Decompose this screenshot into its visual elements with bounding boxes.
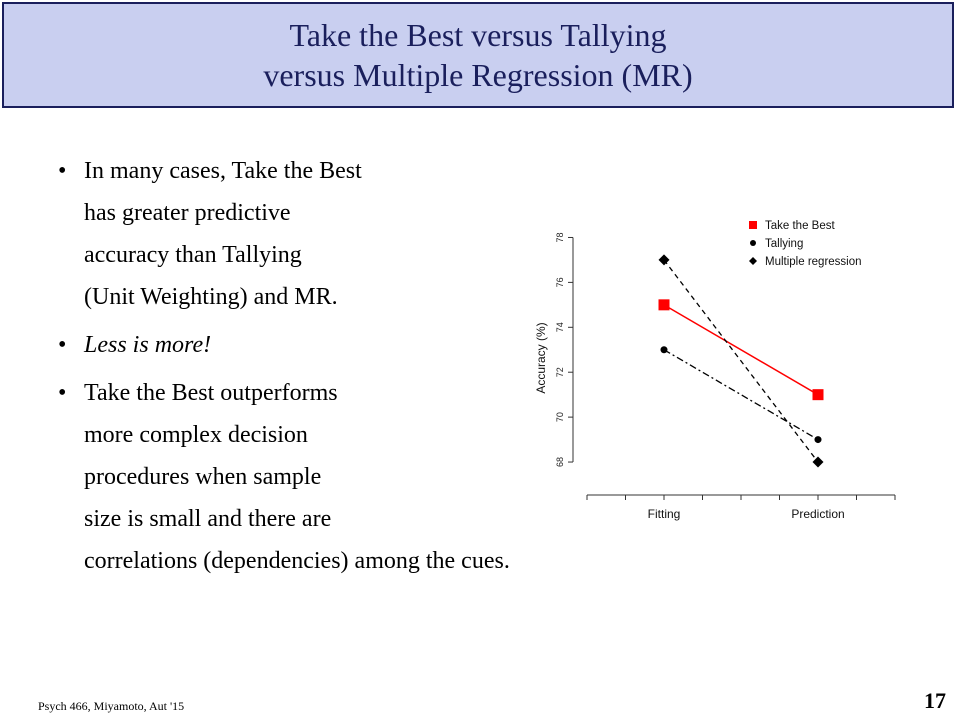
bullet-item-1: In many cases, Take the Best has greater… [58,150,510,318]
title-line-1: Take the Best versus Tallying [289,17,667,53]
bullet-1-line-1: In many cases, Take the Best [84,158,362,184]
legend-label-2: Multiple regression [765,256,862,268]
point-s0-0 [658,299,670,311]
y-tick-label-68: 68 [555,457,565,467]
point-s2-1 [812,456,824,468]
bullet-3-line-4: size is small and there are [84,506,332,532]
title-banner: Take the Best versus Tallying versus Mul… [2,2,954,108]
series-line-1 [663,349,819,441]
bullet-3-line-1: Take the Best outperforms [84,380,338,406]
point-s2-0 [658,254,670,266]
point-s1-0 [660,346,668,354]
footer-source: Psych 466, Miyamoto, Aut '15 [38,699,185,713]
y-tick-label-72: 72 [555,367,565,377]
bullet-1-line-4: (Unit Weighting) and MR. [84,284,338,310]
bullet-1-line-3: accuracy than Tallying [84,242,302,268]
legend-marker-0 [749,221,757,229]
bullet-2-line-1: Less is more! [84,332,212,358]
legend-label-1: Tallying [765,238,803,250]
series-line-2 [663,259,819,463]
y-tick-label-74: 74 [555,322,565,332]
legend-marker-2 [749,257,757,265]
bullet-1-line-2: has greater predictive [84,200,291,226]
bullet-3-line-5: correlations (dependencies) among the cu… [84,548,510,574]
y-tick-label-76: 76 [555,277,565,287]
point-s1-1 [814,436,822,444]
page-number: 17 [924,688,946,713]
legend-marker-1 [750,240,756,246]
title-line-2: versus Multiple Regression (MR) [263,57,693,93]
bullet-item-3: Take the Best outperforms more complex d… [58,372,510,582]
x-tick-label-0: Fitting [648,507,681,521]
y-axis-title: Accuracy (%) [534,322,548,393]
y-tick-label-70: 70 [555,412,565,422]
x-tick-label-1: Prediction [791,507,844,521]
series-line-0 [663,304,819,396]
legend-label-0: Take the Best [765,220,835,232]
y-tick-label-78: 78 [555,232,565,242]
bullet-3-line-3: procedures when sample [84,464,322,490]
bullet-item-2: Less is more! [58,324,510,366]
accuracy-chart: 68 70 72 74 76 78 Accuracy (%) Fitting Predictio… [534,220,896,521]
bullet-list: In many cases, Take the Best has greater… [58,150,510,582]
point-s0-1 [812,389,824,401]
bullet-3-line-2: more complex decision [84,422,308,448]
